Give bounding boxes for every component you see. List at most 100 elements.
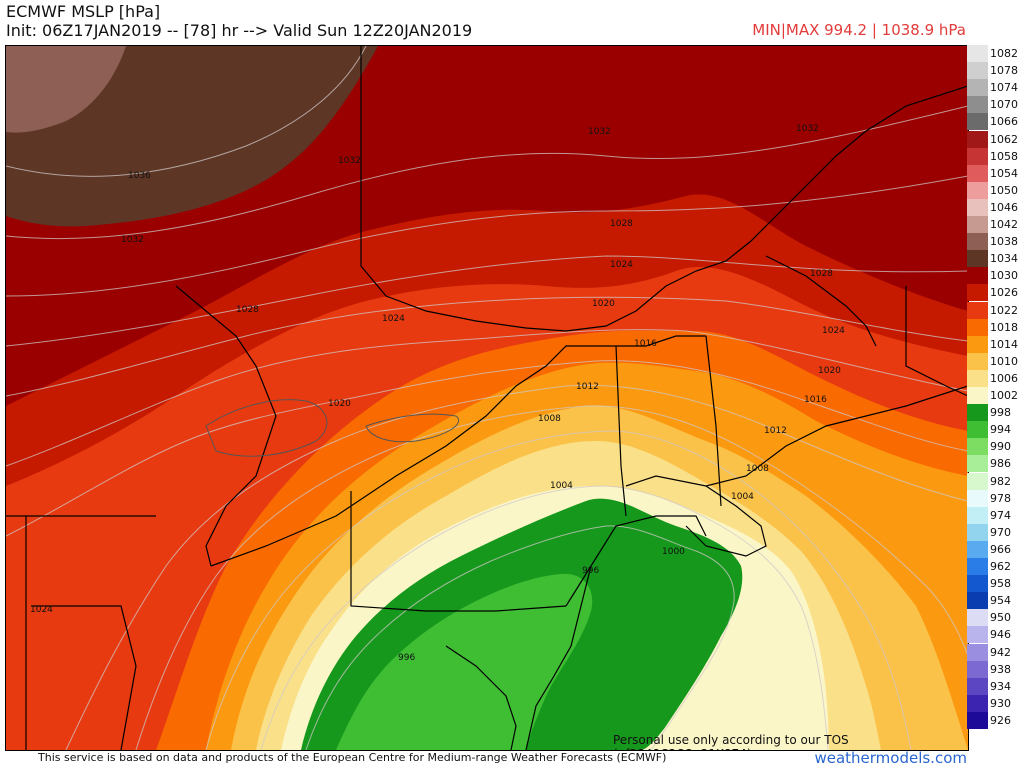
legend-label: 1018 — [990, 320, 1018, 334]
legend-swatch — [967, 198, 988, 216]
legend-swatch — [967, 318, 988, 336]
legend-item: 1002 — [967, 387, 1024, 404]
legend-item: 1082 — [967, 45, 1024, 62]
legend-item: 1014 — [967, 335, 1024, 353]
legend-label: 1026 — [990, 286, 1018, 300]
legend-label: 970 — [990, 525, 1011, 539]
legend-label: 982 — [990, 474, 1011, 488]
legend-swatch — [967, 45, 988, 62]
contour-label: 1028 — [236, 305, 259, 315]
legend-label: 1042 — [990, 218, 1018, 231]
legend-label: 1054 — [990, 166, 1018, 180]
contour-label: 1012 — [764, 426, 787, 436]
legend-swatch — [967, 352, 988, 370]
contour-label: 1008 — [538, 414, 561, 424]
legend-swatch — [967, 181, 988, 199]
legend-swatch — [967, 267, 988, 285]
contour-label: 1020 — [592, 299, 615, 309]
legend-label: 986 — [990, 457, 1011, 471]
band-994 — [336, 573, 593, 750]
legend-swatch — [967, 147, 988, 165]
legend-item: 930 — [967, 694, 1024, 712]
legend-item: 926 — [967, 711, 1024, 729]
legend-swatch — [967, 438, 988, 456]
legend-swatch — [967, 626, 988, 644]
legend-item: 982 — [967, 472, 1024, 490]
legend-item: 966 — [967, 540, 1024, 558]
contour-label: 1024 — [822, 326, 845, 336]
legend-swatch — [967, 711, 988, 729]
legend-swatch — [967, 558, 988, 575]
legend-label: 1070 — [990, 98, 1018, 112]
legend-label: 946 — [990, 628, 1011, 642]
contour-label: 1024 — [382, 314, 405, 324]
legend-item: 994 — [967, 421, 1024, 439]
contour-label: 1008 — [746, 464, 769, 474]
legend-label: 1006 — [990, 371, 1018, 385]
borders — [6, 46, 968, 750]
legend-label: 938 — [990, 662, 1011, 676]
legend-swatch — [967, 540, 988, 558]
legend-item: 1022 — [967, 301, 1024, 319]
contour-label: 1012 — [576, 382, 599, 392]
contour-label: 1028 — [810, 269, 833, 279]
contour-label: 1024 — [610, 260, 633, 270]
legend-swatch — [967, 455, 988, 473]
legend-item: 1010 — [967, 352, 1024, 370]
contour-label: 996 — [398, 653, 415, 663]
isobar-lines — [6, 46, 968, 750]
legend-item: 1006 — [967, 369, 1024, 387]
contour-label: 1036 — [128, 171, 151, 181]
legend-item: 946 — [967, 626, 1024, 644]
contour-label: 1028 — [610, 219, 633, 229]
legend-item: 942 — [967, 643, 1024, 661]
legend-swatch — [967, 489, 988, 507]
legend-item: 934 — [967, 677, 1024, 695]
legend-label: 974 — [990, 508, 1011, 522]
legend-item: 1078 — [967, 62, 1024, 80]
legend-label: 1074 — [990, 81, 1018, 95]
init-valid-line: Init: 06Z17JAN2019 -- [78] hr --> Valid … — [6, 21, 473, 40]
legend-label: 1082 — [990, 47, 1018, 60]
legend-label: 1078 — [990, 64, 1018, 78]
legend-swatch — [967, 609, 988, 627]
legend-swatch — [967, 421, 988, 439]
legend-swatch — [967, 694, 988, 712]
legend-swatch — [967, 369, 988, 387]
legend-label: 926 — [990, 713, 1011, 727]
legend-swatch — [967, 130, 988, 148]
legend-item: 970 — [967, 523, 1024, 541]
legend-item: 990 — [967, 438, 1024, 456]
legend-swatch — [967, 96, 988, 114]
contour-label: 1032 — [796, 124, 819, 134]
legend-item: 1070 — [967, 96, 1024, 114]
legend-item: 1034 — [967, 250, 1024, 268]
legend-item: 1050 — [967, 181, 1024, 199]
legend-swatch — [967, 216, 988, 233]
legend-item: 1062 — [967, 130, 1024, 148]
legend-label: 998 — [990, 406, 1011, 420]
pressure-map: 1036 1032 1032 1032 1032 1028 1028 1028 … — [5, 45, 969, 751]
legend-item: 1074 — [967, 79, 1024, 97]
legend-label: 990 — [990, 440, 1011, 454]
legend-swatch — [967, 335, 988, 353]
legend-label: 1030 — [990, 269, 1018, 283]
contour-label: 1020 — [328, 399, 351, 409]
legend-item: 978 — [967, 489, 1024, 507]
legend-swatch — [967, 660, 988, 678]
contour-labels: 1036 1032 1032 1032 1032 1028 1028 1028 … — [30, 124, 845, 663]
contour-label: 1024 — [30, 605, 53, 615]
legend-label: 930 — [990, 696, 1011, 710]
legend-label: 1014 — [990, 337, 1018, 351]
contour-label: 1032 — [338, 156, 361, 166]
brand-link[interactable]: weathermodels.com — [814, 749, 967, 767]
legend-swatch — [967, 113, 988, 131]
legend-swatch — [967, 233, 988, 251]
legend-label: 962 — [990, 560, 1011, 573]
legend-label: 1034 — [990, 252, 1018, 266]
legend-label: 942 — [990, 645, 1011, 659]
ecmwf-disclaimer: This service is based on data and produc… — [38, 751, 667, 764]
legend-item: 998 — [967, 404, 1024, 422]
legend-label: 1046 — [990, 200, 1018, 214]
contour-label: 1004 — [731, 492, 754, 502]
